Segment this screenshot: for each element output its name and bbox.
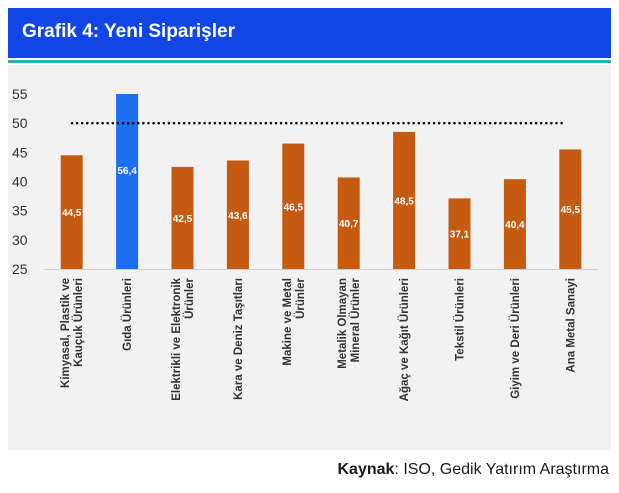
bar [559,149,582,269]
bar [393,131,416,269]
y-tick-label: 45 [12,144,28,160]
source-label: Kaynak [337,461,395,478]
x-tick-label: Mineral Ürünler [349,277,362,362]
chart-title: Grafik 4: Yeni Siparişler [22,21,235,42]
x-tick-label: Ürünler [294,277,307,318]
bar [116,94,139,269]
x-tick-label: Gıda Ürünleri [121,278,134,351]
x-tick-label: Metalik Olmayan [337,278,349,369]
data-label: 42,5 [173,214,193,225]
bar [171,166,194,269]
header-accent-line [8,60,611,63]
x-tick-label: Kimyasal, Plastik ve [60,278,72,388]
y-tick-label: 25 [12,261,28,277]
chart-header: Grafik 4: Yeni Siparişler [8,8,611,58]
bar [282,143,305,269]
x-tick-label: Kauçuk Ürünleri [72,278,85,367]
x-tick-label: Kara ve Deniz Taşıtları [233,278,245,400]
data-label: 40,4 [505,220,525,231]
x-tick-label: Giyim ve Deri Ürünleri [509,278,522,399]
data-label: 37,1 [450,230,470,241]
y-tick-label: 30 [12,232,28,248]
bar [60,155,83,269]
x-tick-label: Ürünler [183,277,196,318]
y-tick-label: 55 [12,86,28,102]
y-tick-label: 40 [12,174,28,190]
data-label: 56,4 [117,166,137,177]
y-tick-label: 50 [12,115,28,131]
bar [337,177,360,269]
x-tick-label: Ağaç ve Kağıt Ürünleri [398,278,411,401]
x-tick-label: Ana Metal Sanayi [565,278,577,373]
data-label: 40,7 [339,219,359,230]
bar [226,160,249,269]
data-label: 46,5 [284,202,304,213]
data-label: 44,5 [62,208,82,219]
x-tick-label: Elektrikli ve Elektronik [171,277,183,400]
y-tick-label: 35 [12,203,28,219]
data-label: 43,6 [228,211,248,222]
bar [448,198,471,269]
data-label: 45,5 [561,205,581,216]
bar [503,179,526,269]
source-note: Kaynak: ISO, Gedik Yatırım Araştırma [338,461,610,479]
data-label: 48,5 [394,196,414,207]
x-tick-label: Tekstil Ürünleri [454,278,467,361]
source-text: : ISO, Gedik Yatırım Araştırma [394,461,609,478]
x-tick-label: Makine ve Metal [282,278,294,366]
